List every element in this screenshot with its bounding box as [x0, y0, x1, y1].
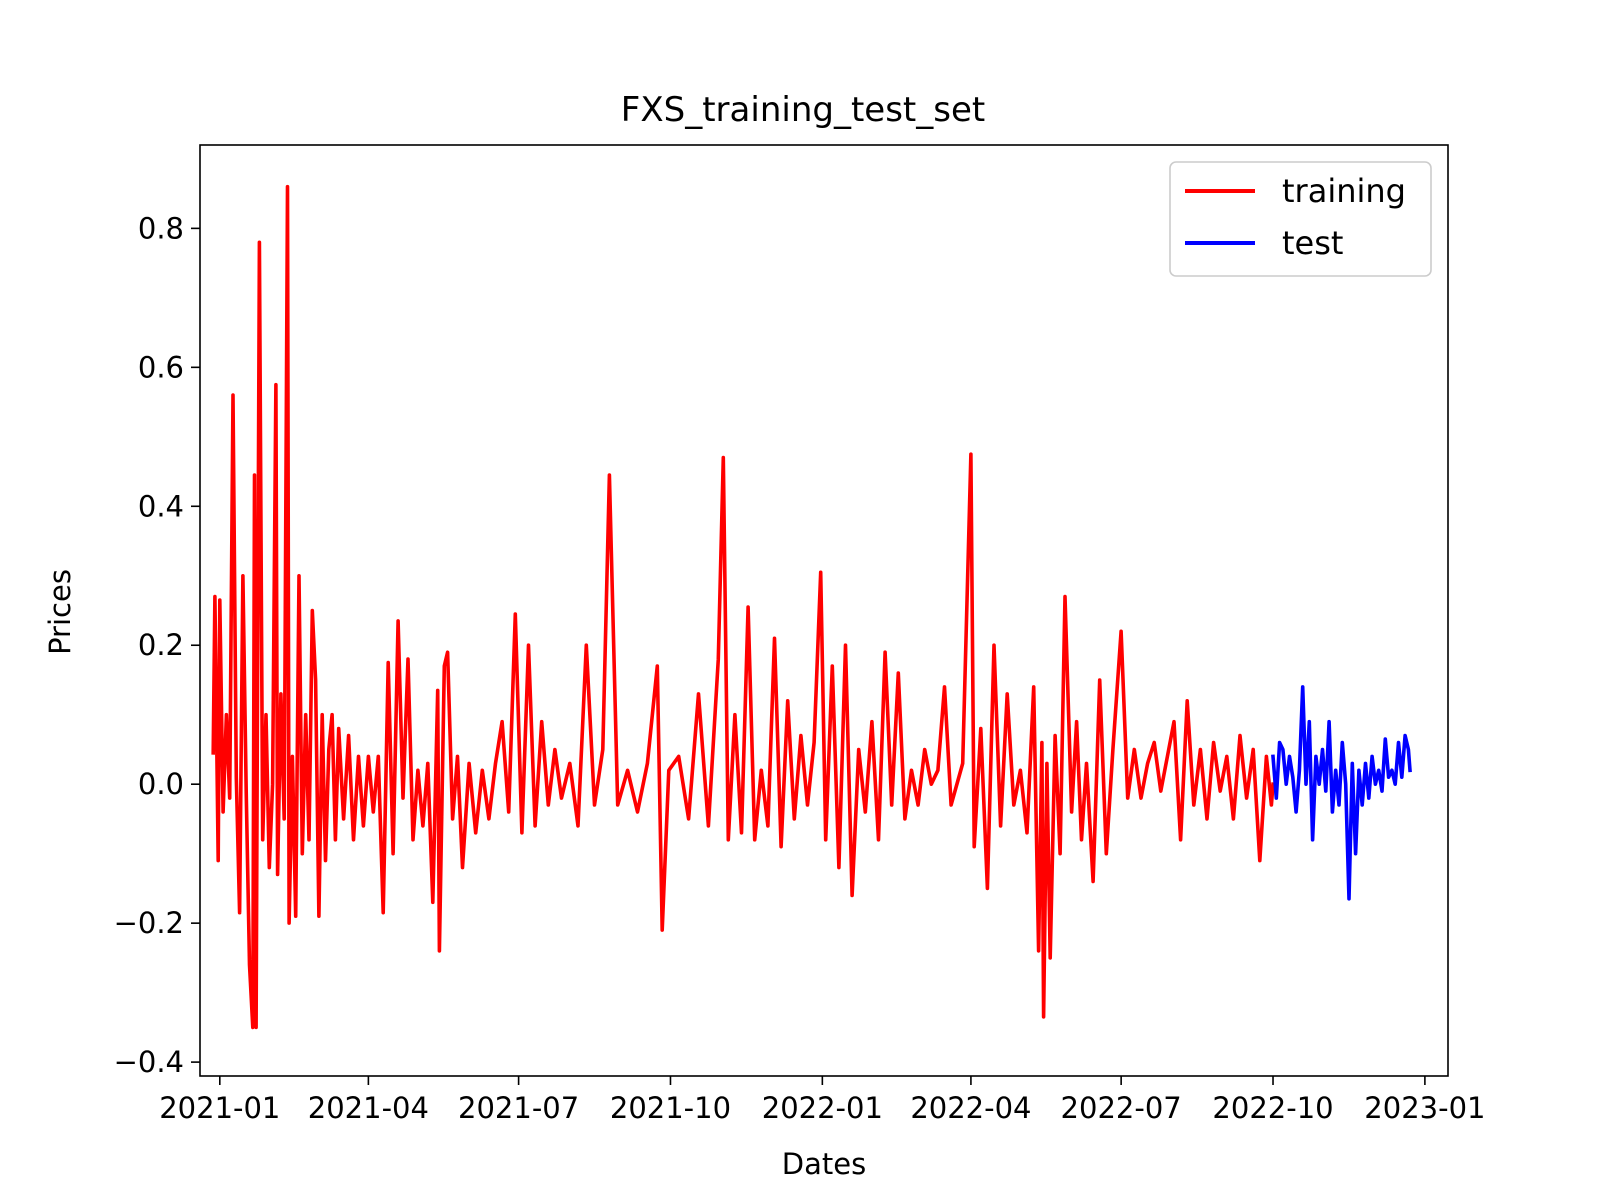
series-line-test [1271, 685, 1412, 901]
x-tick-label: 2021-04 [308, 1091, 429, 1125]
series-layer [211, 184, 1412, 1030]
plot-area [199, 144, 1449, 1077]
x-axis-label: Dates [782, 1147, 866, 1181]
x-tick-label: 2022-01 [762, 1091, 883, 1125]
y-tick-label: 0.4 [138, 489, 184, 523]
x-tick-label: 2022-07 [1061, 1091, 1182, 1125]
chart-title: FXS_training_test_set [621, 90, 985, 130]
y-tick-label: 0.2 [138, 628, 184, 662]
legend-label-test: test [1282, 224, 1343, 262]
series-line-training [211, 184, 1275, 1030]
y-tick-label: −0.4 [114, 1045, 184, 1079]
x-tick-label: 2021-01 [159, 1091, 280, 1125]
x-tick-label: 2021-10 [610, 1091, 731, 1125]
y-tick-label: 0.0 [138, 767, 184, 801]
y-axis-label: Prices [43, 569, 77, 655]
y-axis: −0.4 −0.2 0.0 0.2 0.4 0.6 0.8 [114, 211, 200, 1079]
plot-background [200, 145, 1448, 1076]
y-tick-label: 0.6 [138, 350, 184, 384]
x-tick-label: 2022-10 [1212, 1091, 1333, 1125]
legend: training test [1169, 161, 1432, 277]
plot-frame [199, 144, 1449, 1077]
legend-label-training: training [1282, 172, 1406, 210]
y-tick-label: 0.8 [138, 211, 184, 245]
x-tick-label: 2021-07 [458, 1091, 579, 1125]
x-tick-label: 2022-04 [910, 1091, 1031, 1125]
y-tick-label: −0.2 [114, 906, 184, 940]
x-axis: 2021-01 2021-04 2021-07 2021-10 2022-01 2022-… [159, 1076, 1485, 1125]
x-tick-label: 2023-01 [1364, 1091, 1485, 1125]
